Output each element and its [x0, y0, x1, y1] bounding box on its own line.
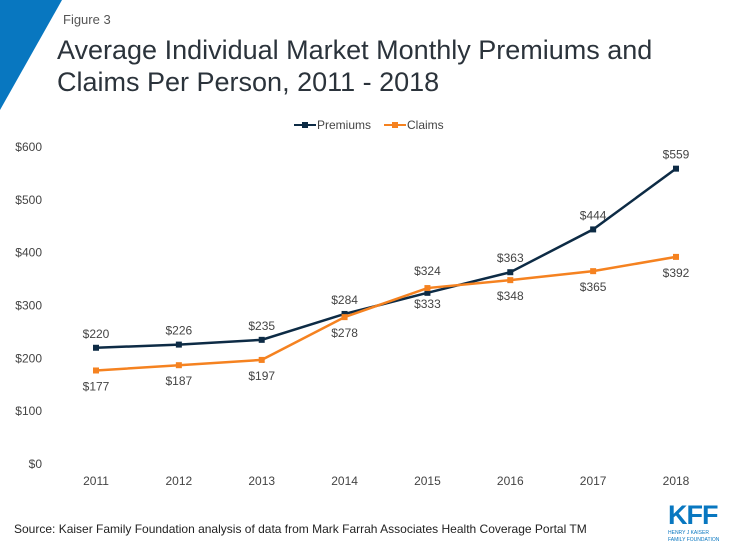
source-note: Source: Kaiser Family Foundation analysi… — [14, 522, 587, 536]
data-point — [507, 277, 514, 284]
data-label: $392 — [663, 266, 690, 280]
data-point — [175, 362, 182, 369]
data-point — [673, 165, 679, 172]
data-label: $284 — [331, 293, 358, 307]
kff-logo-subtext: HENRY J KAISER FAMILY FOUNDATION — [668, 530, 720, 543]
figure-label: Figure 3 — [63, 12, 111, 27]
data-point — [93, 367, 99, 374]
data-label: $348 — [497, 289, 524, 303]
y-tick-label: $200 — [15, 351, 42, 365]
data-point — [590, 268, 597, 275]
data-label: $444 — [580, 208, 607, 222]
x-tick-label: 2018 — [663, 474, 690, 488]
data-point — [507, 269, 514, 276]
legend-label-claims: Claims — [407, 118, 444, 132]
kff-logo-text: KFF — [668, 500, 718, 530]
data-label: $365 — [580, 280, 607, 294]
x-tick-label: 2012 — [166, 474, 193, 488]
data-label: $559 — [663, 148, 690, 162]
y-tick-label: $400 — [15, 246, 42, 260]
data-point — [673, 253, 679, 260]
data-point — [424, 289, 431, 296]
kff-logo: KFF HENRY J KAISER FAMILY FOUNDATION — [668, 500, 732, 544]
brand-corner-triangle — [0, 0, 62, 110]
data-label: $187 — [166, 374, 193, 388]
data-label: $220 — [83, 327, 110, 341]
x-tick-label: 2013 — [248, 474, 275, 488]
y-tick-label: $600 — [15, 140, 42, 154]
series-line-premiums — [95, 167, 677, 350]
data-point — [258, 356, 265, 363]
x-tick-label: 2017 — [580, 474, 607, 488]
x-tick-label: 2015 — [414, 474, 441, 488]
x-tick-label: 2016 — [497, 474, 524, 488]
data-label: $278 — [331, 326, 358, 340]
data-point — [258, 336, 265, 343]
data-point — [175, 341, 182, 348]
data-label: $333 — [414, 297, 441, 311]
legend-marker — [392, 122, 398, 128]
y-tick-label: $300 — [15, 299, 42, 313]
chart-title: Average Individual Market Monthly Premiu… — [57, 35, 653, 97]
data-label: $197 — [248, 369, 275, 383]
legend-label-premiums: Premiums — [317, 118, 371, 132]
data-label: $226 — [166, 324, 193, 338]
data-point — [341, 314, 348, 321]
y-tick-label: $0 — [29, 457, 43, 471]
y-tick-label: $500 — [15, 193, 42, 207]
data-label: $324 — [414, 264, 441, 278]
x-tick-label: 2014 — [331, 474, 358, 488]
legend-marker — [302, 122, 308, 128]
data-label: $363 — [497, 251, 524, 265]
data-point — [590, 226, 597, 233]
data-point — [341, 310, 348, 317]
series-line-claims — [95, 255, 677, 372]
data-label: $177 — [83, 379, 110, 393]
line-chart: $0 $100 $200 $300 $400 $500 $600 2011 2012 2013 20… — [15, 118, 690, 488]
data-point — [93, 344, 99, 351]
x-tick-label: 2011 — [83, 474, 109, 488]
data-point — [424, 285, 431, 292]
y-tick-label: $100 — [15, 404, 42, 418]
data-label: $235 — [248, 319, 275, 333]
